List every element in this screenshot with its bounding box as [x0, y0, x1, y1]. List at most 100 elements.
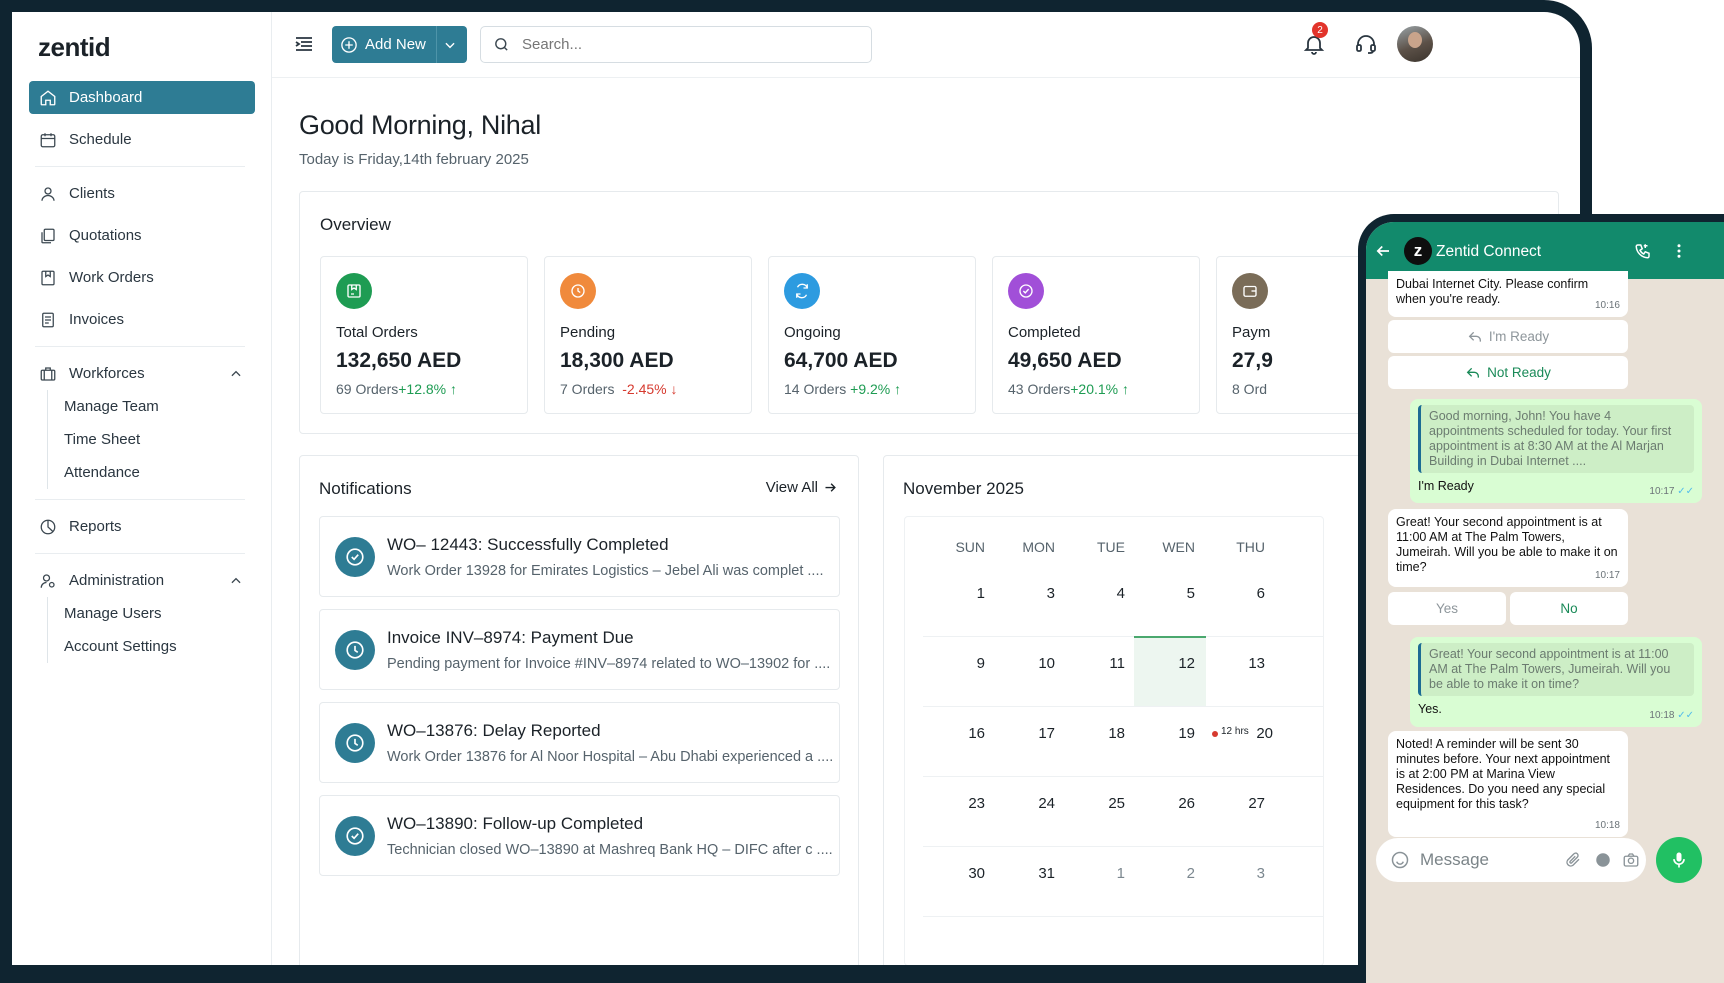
- stat-card-payments[interactable]: Paym 27,9 8 Ord: [1216, 256, 1424, 414]
- quick-reply-no[interactable]: No: [1510, 592, 1628, 625]
- calendar-day[interactable]: 16: [968, 725, 985, 742]
- calendar-day[interactable]: 11: [1109, 655, 1125, 672]
- sidebar-item-administration[interactable]: Administration: [29, 564, 255, 597]
- notification-item[interactable]: WO–13876: Delay Reported Work Order 1387…: [319, 702, 840, 783]
- sidebar-subitem-account-settings[interactable]: Account Settings: [64, 638, 177, 655]
- sidebar-item-workforces[interactable]: Workforces: [29, 357, 255, 390]
- sidebar-item-label: Schedule: [69, 131, 132, 148]
- view-all-link[interactable]: View All: [766, 479, 838, 496]
- divider: [923, 706, 1323, 707]
- sidebar-item-clients[interactable]: Clients: [29, 177, 255, 210]
- arrow-right-icon: [825, 483, 836, 492]
- notification-desc: Technician closed WO–13890 at Mashreq Ba…: [387, 842, 833, 858]
- calendar-day-today[interactable]: 12: [1178, 655, 1195, 672]
- bell-icon[interactable]: [1302, 32, 1326, 56]
- quick-reply-yes[interactable]: Yes: [1388, 592, 1506, 625]
- calendar-day[interactable]: 31: [1038, 865, 1055, 882]
- sidebar-subitem-manage-team[interactable]: Manage Team: [64, 398, 159, 415]
- camera-icon[interactable]: [1622, 851, 1640, 869]
- calendar-day[interactable]: 6: [1256, 585, 1265, 602]
- calendar-day[interactable]: 25: [1108, 795, 1125, 812]
- sidebar-item-invoices[interactable]: Invoices: [29, 303, 255, 336]
- calendar-day[interactable]: 3: [1046, 585, 1055, 602]
- calendar-day[interactable]: 5: [1186, 585, 1195, 602]
- calendar-day[interactable]: 13: [1248, 655, 1265, 672]
- change-percent: -2.45%: [622, 381, 667, 397]
- notification-desc: Work Order 13876 for Al Noor Hospital – …: [387, 749, 834, 765]
- stat-card-completed[interactable]: Completed 49,650 AED 43 Orders+20.1% ↑: [992, 256, 1200, 414]
- payment-icon[interactable]: [1594, 851, 1612, 869]
- divider: [923, 776, 1323, 777]
- notification-item[interactable]: WO–13890: Follow-up Completed Technician…: [319, 795, 840, 876]
- chevron-up-icon[interactable]: [229, 367, 243, 381]
- message-incoming: Noted! A reminder will be sent 30 minute…: [1388, 731, 1628, 837]
- more-vertical-icon[interactable]: [1670, 242, 1688, 260]
- calendar-day-next-month[interactable]: 1: [1116, 865, 1125, 882]
- divider: [35, 166, 245, 167]
- stat-card-ongoing[interactable]: Ongoing 64,700 AED 14 Orders +9.2% ↑: [768, 256, 976, 414]
- notification-title: WO–13890: Follow-up Completed: [387, 814, 644, 833]
- notifications-panel: Notifications View All WO– 12443: Succes…: [299, 455, 859, 965]
- headset-icon[interactable]: [1354, 32, 1378, 56]
- quick-reply-im-ready[interactable]: I'm Ready: [1388, 320, 1628, 353]
- avatar[interactable]: [1397, 26, 1433, 62]
- calendar-day-next-month[interactable]: 2: [1186, 865, 1195, 882]
- chevron-down-icon[interactable]: [443, 38, 457, 52]
- attach-icon[interactable]: [1564, 851, 1582, 869]
- sidebar-item-dashboard[interactable]: Dashboard: [29, 81, 255, 114]
- menu-toggle-icon[interactable]: [292, 32, 316, 56]
- chat-title[interactable]: Zentid Connect: [1436, 243, 1542, 260]
- notification-item[interactable]: WO– 12443: Successfully Completed Work O…: [319, 516, 840, 597]
- quick-reply-not-ready[interactable]: Not Ready: [1388, 356, 1628, 389]
- sidebar-subitem-time-sheet[interactable]: Time Sheet: [64, 431, 141, 448]
- calendar-day[interactable]: 18: [1108, 725, 1125, 742]
- calendar-day[interactable]: 9: [976, 655, 985, 672]
- message-text: I'm Ready: [1418, 479, 1474, 493]
- chevron-up-icon[interactable]: [229, 574, 243, 588]
- message-input[interactable]: Message: [1420, 850, 1489, 869]
- notification-title: WO–13876: Delay Reported: [387, 721, 601, 740]
- arrow-down-icon: ↓: [666, 381, 678, 397]
- notification-desc: Work Order 13928 for Emirates Logistics …: [387, 563, 824, 579]
- microphone-button[interactable]: [1656, 837, 1702, 883]
- phone-call-icon[interactable]: [1634, 242, 1652, 260]
- stat-subtext: 43 Orders+20.1% ↑: [1008, 381, 1129, 397]
- message-text: Great! Your second appointment is at 11:…: [1396, 515, 1618, 574]
- calendar-day[interactable]: 20: [1256, 725, 1273, 742]
- calendar-day[interactable]: 10: [1038, 655, 1055, 672]
- sidebar-item-reports[interactable]: Reports: [29, 510, 255, 543]
- divider: [35, 553, 245, 554]
- reply-icon: [1466, 367, 1480, 378]
- stat-label: Paym: [1232, 324, 1271, 341]
- calendar-day[interactable]: 19: [1178, 725, 1195, 742]
- back-arrow-icon[interactable]: [1374, 242, 1392, 260]
- zentid-avatar-icon[interactable]: z: [1404, 237, 1432, 265]
- sidebar-subitem-manage-users[interactable]: Manage Users: [64, 605, 162, 622]
- calendar-panel: November 2025 SUN MON TUE WEN THU 1 3 4 …: [883, 455, 1383, 965]
- add-new-button[interactable]: Add New: [332, 26, 467, 63]
- calendar-day[interactable]: 26: [1178, 795, 1195, 812]
- calendar-day[interactable]: 30: [968, 865, 985, 882]
- stat-card-pending[interactable]: Pending 18,300 AED 7 Orders -2.45% ↓: [544, 256, 752, 414]
- sidebar-subitem-attendance[interactable]: Attendance: [64, 464, 140, 481]
- calendar-day[interactable]: 17: [1038, 725, 1055, 742]
- sidebar-item-schedule[interactable]: Schedule: [29, 123, 255, 156]
- notification-item[interactable]: Invoice INV–8974: Payment Due Pending pa…: [319, 609, 840, 690]
- calendar-day[interactable]: 4: [1116, 585, 1125, 602]
- search-input[interactable]: [522, 36, 842, 53]
- sidebar-item-quotations[interactable]: Quotations: [29, 219, 255, 252]
- stat-subtext: 7 Orders -2.45% ↓: [560, 381, 678, 397]
- message-time: 10:18 ✓✓: [1649, 710, 1694, 721]
- sidebar-item-work-orders[interactable]: Work Orders: [29, 261, 255, 294]
- double-check-icon: ✓✓: [1677, 486, 1694, 497]
- calendar-day[interactable]: 24: [1038, 795, 1055, 812]
- stat-card-total-orders[interactable]: Total Orders 132,650 AED 69 Orders+12.8%…: [320, 256, 528, 414]
- calendar-day-next-month[interactable]: 3: [1256, 865, 1265, 882]
- calendar-day[interactable]: 27: [1248, 795, 1265, 812]
- calendar-day[interactable]: 1: [976, 585, 985, 602]
- quoted-message: Great! Your second appointment is at 11:…: [1418, 643, 1694, 696]
- emoji-icon[interactable]: [1390, 850, 1410, 870]
- calendar-day[interactable]: 23: [968, 795, 985, 812]
- chat-area: Dubai Internet City. Please confirm when…: [1366, 271, 1724, 909]
- calendar-event-label[interactable]: 12 hrs: [1221, 726, 1249, 737]
